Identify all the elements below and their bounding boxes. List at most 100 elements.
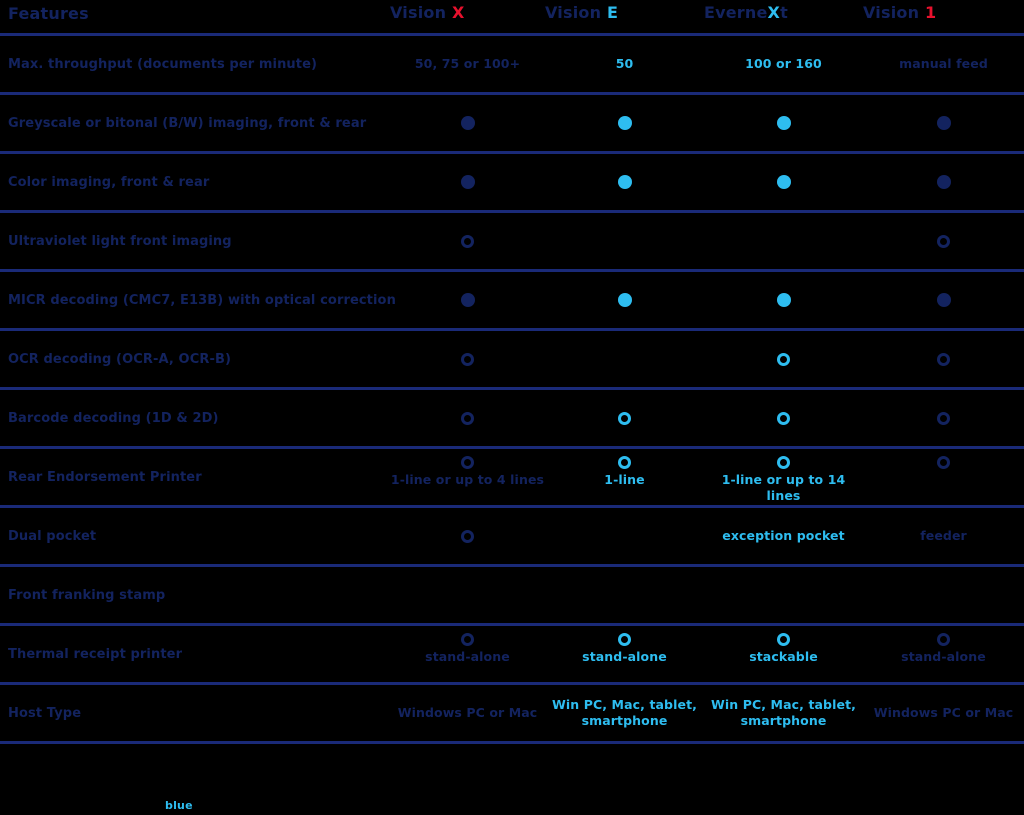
value-cell: 1-line [545,449,704,505]
value-cell [390,390,545,446]
cell-text: 50 [615,55,634,71]
feature-label-cell: Greyscale or bitonal (B/W) imaging, fron… [0,95,390,151]
filled-dot-icon [460,116,475,130]
open-circle-icon [937,456,950,469]
value-cell [545,331,704,387]
open-circle-icon [937,234,950,248]
dot-caption: 1-line or up to 14 lines [721,472,846,504]
table-row: Front franking stamp [0,567,1024,626]
feature-label: Max. throughput (documents per minute) [8,56,318,72]
product-name-text: Everne [704,3,768,22]
value-cell [704,390,863,446]
open-circle-icon [461,234,474,248]
dot-caption: stackable [749,649,818,664]
value-cell [863,154,1024,210]
value-cell [545,154,704,210]
dot-caption: stand-alone [425,649,510,664]
table-row: Rear Endorsement Printer 1-line or up to … [0,449,1024,508]
filled-dot-icon [776,116,791,130]
table-body: Max. throughput (documents per minute) 50… [0,36,1024,744]
feature-label: Thermal receipt printer [8,646,183,662]
footer: blue [0,744,1024,815]
value-cell: Windows PC or Mac [390,685,545,741]
value-cell [390,567,545,623]
open-circle-icon [461,456,474,469]
feature-label: Color imaging, front & rear [8,174,210,190]
value-cell: 1-line or up to 4 lines [390,449,545,505]
product-name-text: Vision [390,3,452,22]
value-cell [390,95,545,151]
feature-label: Rear Endorsement Printer [8,469,202,485]
value-cell: 100 or 160 [704,36,863,92]
value-cell [545,508,704,564]
value-cell [863,567,1024,623]
feature-label-cell: MICR decoding (CMC7, E13B) with optical … [0,272,396,328]
cell-text: manual feed [899,55,988,71]
value-cell [704,567,863,623]
table-row: Ultraviolet light front imaging [0,213,1024,272]
value-cell [390,508,545,564]
feature-label: OCR decoding (OCR-A, OCR-B) [8,351,231,367]
open-circle-icon [461,352,474,366]
product-name-text: Vision [863,3,925,22]
feature-label-cell: Ultraviolet light front imaging [0,213,390,269]
feature-label-cell: Barcode decoding (1D & 2D) [0,390,390,446]
table-row: Host Type Windows PC or Mac Win PC, Mac, t… [0,685,1024,744]
value-cell [545,272,704,328]
value-cell: stackable [704,626,863,682]
value-cell: 50 [545,36,704,92]
open-circle-icon [461,529,474,543]
open-circle-icon [461,633,474,646]
table-row: Max. throughput (documents per minute) 50… [0,36,1024,95]
value-cell [863,390,1024,446]
value-cell: stand-alone [390,626,545,682]
table-row: Dual pocket exception pocket feeder [0,508,1024,567]
features-header-label: Features [8,4,89,23]
value-cell [704,331,863,387]
value-cell: Win PC, Mac, tablet, smartphone [704,685,863,741]
product-accent-letter: E [606,3,619,22]
value-cell [704,272,863,328]
feature-label-cell: OCR decoding (OCR-A, OCR-B) [0,331,390,387]
features-header: Features [0,0,390,33]
value-cell [545,213,704,269]
value-cell [390,154,545,210]
product-accent-letter: X [767,3,781,22]
value-cell: feeder [863,508,1024,564]
value-cell [863,331,1024,387]
feature-label: Front franking stamp [8,587,166,603]
filled-dot-icon [460,175,475,189]
value-cell: stand-alone [863,626,1024,682]
product-name-text: Vision [545,3,607,22]
value-cell: stand-alone [545,626,704,682]
table-row: Greyscale or bitonal (B/W) imaging, fron… [0,95,1024,154]
value-cell [390,331,545,387]
value-cell [390,272,545,328]
cell-text: Win PC, Mac, tablet, smartphone [711,696,856,728]
product-name-suffix: t [780,3,788,22]
feature-label: Ultraviolet light front imaging [8,233,232,249]
value-cell [704,213,863,269]
value-cell [863,213,1024,269]
value-cell: 1-line or up to 14 lines [704,449,863,505]
dot-caption: stand-alone [901,649,986,664]
value-cell [863,95,1024,151]
value-cell: Win PC, Mac, tablet, smartphone [545,685,704,741]
open-circle-icon [937,411,950,425]
feature-label-cell: Thermal receipt printer [0,626,390,682]
value-cell [863,449,1024,505]
table-row: OCR decoding (OCR-A, OCR-B) [0,331,1024,390]
cell-text: feeder [920,527,967,543]
feature-label-cell: Max. throughput (documents per minute) [0,36,390,92]
filled-dot-icon [776,175,791,189]
open-circle-icon [937,633,950,646]
filled-dot-icon [936,293,951,307]
open-circle-icon [777,352,790,366]
feature-label-cell: Host Type [0,685,390,741]
feature-label: Host Type [8,705,82,721]
open-circle-icon [618,456,631,469]
product-header: Vision 1 [863,0,1024,33]
filled-dot-icon [617,116,632,130]
